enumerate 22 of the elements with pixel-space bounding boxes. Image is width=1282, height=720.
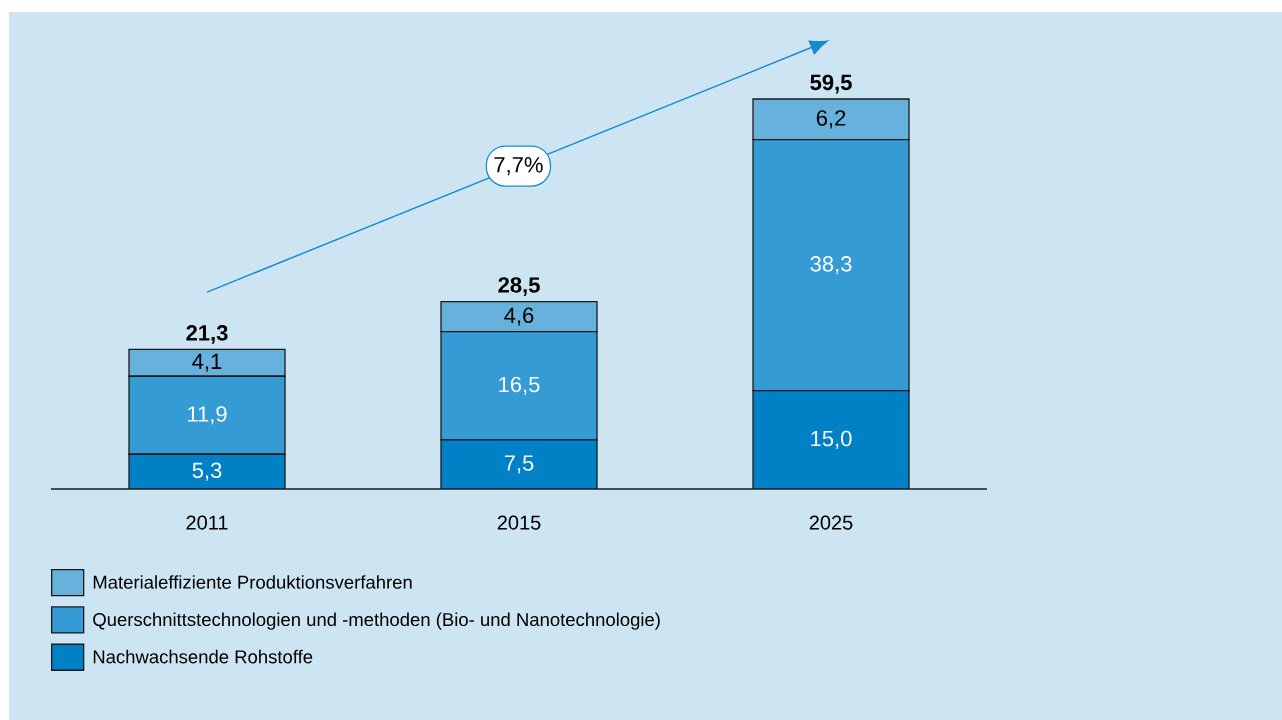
legend-label: Materialeffiziente Produktionsverfahren [93, 575, 412, 589]
data-label: 15,0 [811, 430, 852, 449]
data-label: 7,5 [504, 455, 534, 474]
data-label: 6,2 [816, 110, 846, 129]
legend-label: Nachwachsende Rohstoffe [93, 649, 313, 664]
data-label: 16,5 [499, 376, 540, 395]
annotation: 7,7% [494, 157, 543, 176]
x-tick-label: 2015 [497, 515, 541, 530]
bar [129, 454, 285, 489]
data-label: 11,9 [188, 406, 227, 425]
bar [752, 390, 910, 489]
data-label: 5,3 [192, 462, 222, 481]
legend-label: Querschnittstechnologien und -methoden (Bio- und Nanotechnologie) [93, 612, 660, 630]
x-tick-label: 2025 [809, 515, 853, 530]
bar [441, 439, 598, 489]
total-label: 21,3 [186, 325, 228, 344]
data-label: 38,3 [810, 256, 852, 275]
total-label: 28,5 [498, 277, 540, 296]
x-tick-label: 2011 [186, 515, 228, 530]
data-label: 4,1 [192, 353, 222, 372]
total-label: 59,5 [810, 74, 852, 94]
data-label: 4,6 [504, 307, 534, 326]
